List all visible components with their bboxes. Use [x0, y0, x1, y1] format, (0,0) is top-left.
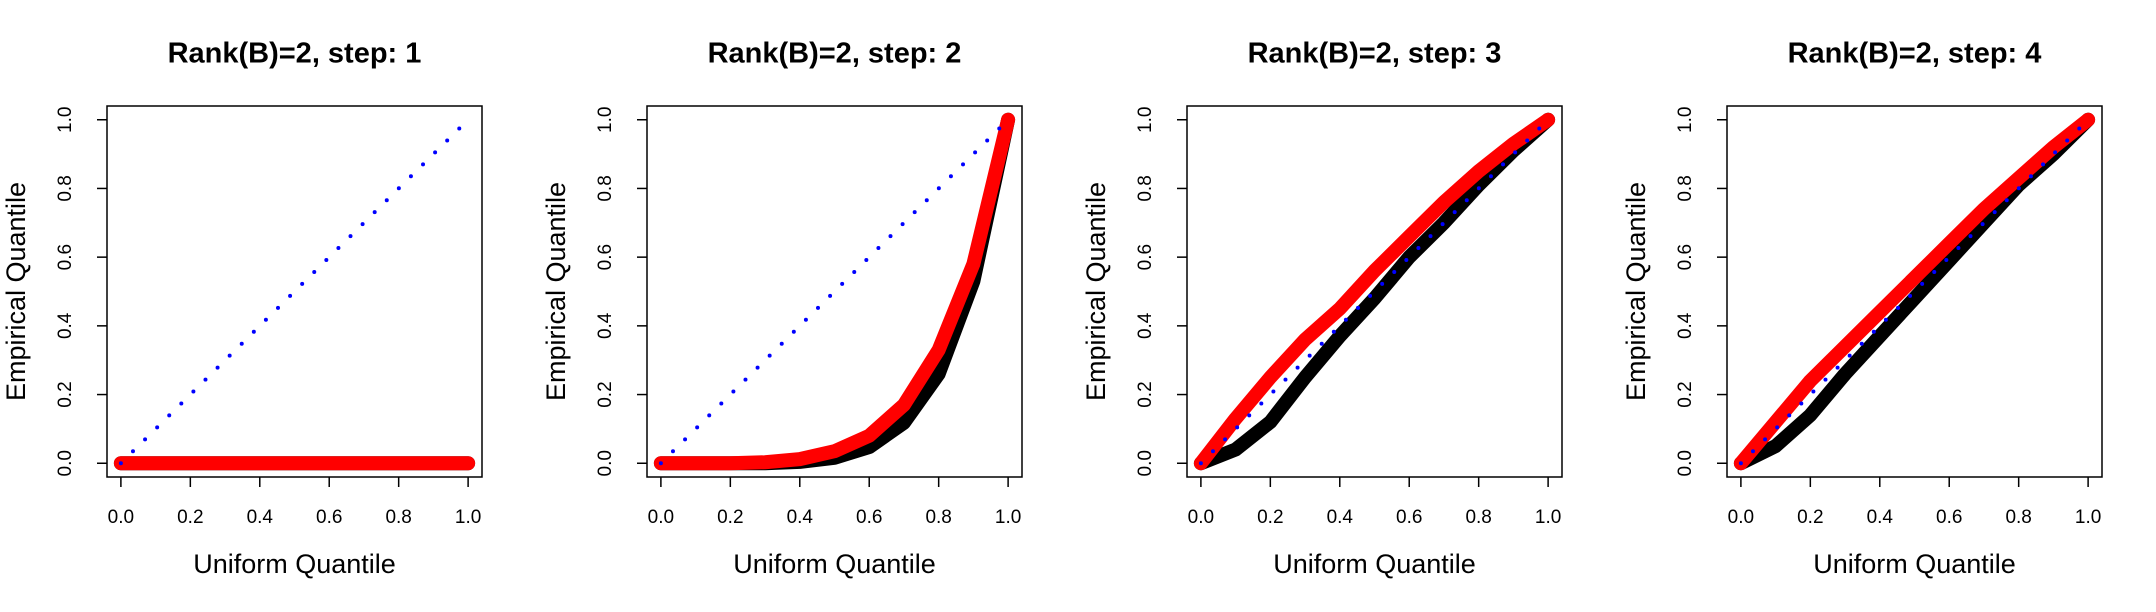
y-tick-label: 1.0	[55, 107, 76, 133]
y-tick-label: 0.6	[595, 244, 616, 270]
y-axis-label: Empirical Quantile	[541, 182, 571, 401]
y-axis-label: Empirical Quantile	[1621, 182, 1651, 401]
x-axis-label: Uniform Quantile	[1273, 549, 1476, 579]
panel: Rank(B)=2, step: 1 Uniform Quantile Empiri…	[1, 38, 483, 579]
y-tick-label: 1.0	[1675, 107, 1696, 133]
y-tick-label: 0.8	[1675, 175, 1696, 201]
x-axis-label: Uniform Quantile	[733, 549, 936, 579]
x-tick-label: 1.0	[455, 507, 481, 528]
y-tick-label: 0.6	[55, 244, 76, 270]
x-tick-label: 0.4	[787, 507, 814, 528]
x-tick-label: 0.8	[2005, 507, 2031, 528]
y-tick-label: 0.2	[1135, 381, 1156, 407]
panel-title: Rank(B)=2, step: 3	[1248, 38, 1502, 70]
x-tick-label: 0.2	[717, 507, 743, 528]
x-tick-label: 1.0	[2075, 507, 2101, 528]
x-tick-label: 0.8	[385, 507, 411, 528]
qq-curve	[653, 112, 1016, 471]
y-tick-label: 0.2	[595, 381, 616, 407]
panel: Rank(B)=2, step: 2 Uniform Quantile Empiri…	[541, 38, 1023, 579]
qq-curve	[1733, 112, 2096, 471]
y-tick-label: 0.4	[595, 312, 616, 339]
y-tick-label: 0.6	[1135, 244, 1156, 270]
x-tick-label: 0.0	[648, 507, 674, 528]
x-tick-label: 0.2	[177, 507, 203, 528]
x-tick-label: 0.6	[856, 507, 882, 528]
x-tick-label: 0.8	[1465, 507, 1491, 528]
x-tick-label: 0.4	[1867, 507, 1894, 528]
x-tick-label: 0.6	[1396, 507, 1422, 528]
y-tick-label: 0.0	[595, 450, 616, 476]
x-axis-label: Uniform Quantile	[193, 549, 396, 579]
x-tick-label: 0.4	[247, 507, 274, 528]
panel-title: Rank(B)=2, step: 4	[1788, 38, 2042, 70]
x-tick-label: 0.2	[1797, 507, 1823, 528]
reference-line	[1198, 117, 1551, 466]
y-tick-label: 0.4	[1675, 312, 1696, 339]
x-tick-label: 0.0	[1188, 507, 1214, 528]
x-tick-label: 0.0	[108, 507, 134, 528]
panel: Rank(B)=2, step: 4 Uniform Quantile Empiri…	[1621, 38, 2103, 579]
reference-line	[1738, 117, 2091, 466]
x-tick-label: 1.0	[995, 507, 1021, 528]
reference-line	[658, 117, 1011, 466]
panel-title: Rank(B)=2, step: 2	[708, 38, 962, 70]
x-tick-label: 0.6	[1936, 507, 1962, 528]
qq-curve	[1193, 112, 1556, 471]
plot-frame	[646, 105, 1023, 478]
y-tick-label: 0.8	[1135, 175, 1156, 201]
panel: Rank(B)=2, step: 3 Uniform Quantile Empiri…	[1081, 38, 1563, 579]
y-tick-label: 0.4	[1135, 312, 1156, 339]
plot-frame	[1726, 105, 2103, 478]
x-tick-label: 0.4	[1327, 507, 1354, 528]
qq-curve	[1193, 112, 1556, 471]
y-tick-label: 1.0	[595, 107, 616, 133]
y-axis-label: Empirical Quantile	[1, 182, 31, 401]
plot-frame	[1186, 105, 1563, 478]
reference-line	[118, 117, 471, 466]
x-tick-label: 0.6	[316, 507, 342, 528]
y-tick-label: 0.0	[1135, 450, 1156, 476]
y-tick-label: 0.2	[1675, 381, 1696, 407]
y-tick-label: 0.6	[1675, 244, 1696, 270]
y-tick-label: 0.2	[55, 381, 76, 407]
plot-frame	[106, 105, 483, 478]
y-tick-label: 0.0	[1675, 450, 1696, 476]
x-tick-label: 1.0	[1535, 507, 1561, 528]
x-tick-label: 0.0	[1728, 507, 1754, 528]
panel-title: Rank(B)=2, step: 1	[168, 38, 422, 70]
y-tick-label: 0.8	[55, 175, 76, 201]
y-tick-label: 0.0	[55, 450, 76, 476]
y-tick-label: 1.0	[1135, 107, 1156, 133]
y-tick-label: 0.4	[55, 312, 76, 339]
y-tick-label: 0.8	[595, 175, 616, 201]
x-tick-label: 0.2	[1257, 507, 1283, 528]
x-axis-label: Uniform Quantile	[1813, 549, 2016, 579]
x-tick-label: 0.8	[925, 507, 951, 528]
y-axis-label: Empirical Quantile	[1081, 182, 1111, 401]
